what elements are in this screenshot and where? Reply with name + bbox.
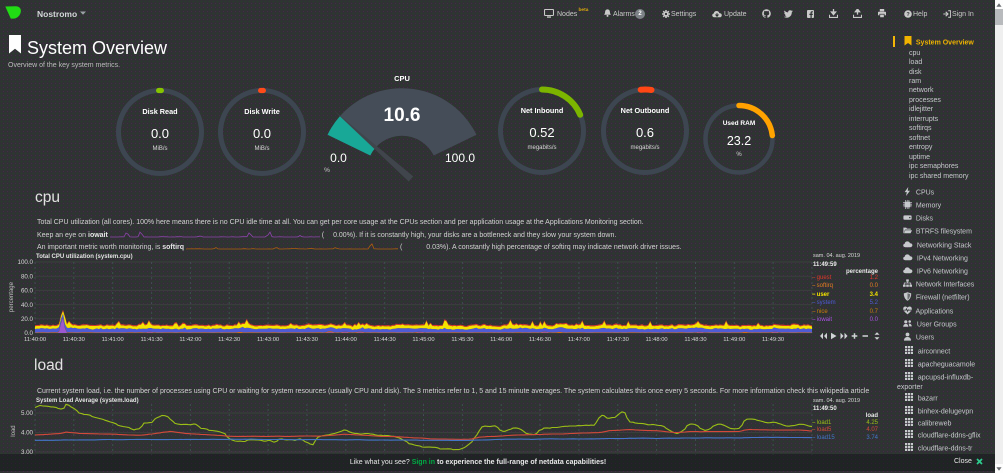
svg-text:11:40:30: 11:40:30	[63, 337, 85, 343]
svg-text:?: ?	[906, 12, 910, 18]
svg-text:80.0: 80.0	[21, 273, 34, 280]
svg-text:11:45:00: 11:45:00	[412, 337, 434, 343]
svg-text:11:47:30: 11:47:30	[607, 337, 629, 343]
svg-text:11:41:30: 11:41:30	[141, 337, 163, 343]
svg-text:11:43:30: 11:43:30	[296, 337, 318, 343]
svg-text:11:48:30: 11:48:30	[684, 337, 706, 343]
svg-text:20.0: 20.0	[21, 316, 34, 323]
svg-text:11:47:00: 11:47:00	[568, 337, 590, 343]
svg-text:11:49:30: 11:49:30	[762, 337, 784, 343]
svg-text:11:40:00: 11:40:00	[24, 337, 46, 343]
svg-text:3.00: 3.00	[21, 449, 34, 455]
svg-text:5.00: 5.00	[21, 410, 34, 417]
svg-text:11:41:00: 11:41:00	[102, 337, 124, 343]
svg-text:11:42:00: 11:42:00	[179, 337, 201, 343]
svg-text:11:44:30: 11:44:30	[374, 337, 396, 343]
svg-text:11:45:30: 11:45:30	[451, 337, 473, 343]
svg-text:4.00: 4.00	[21, 430, 34, 437]
svg-text:40.0: 40.0	[21, 302, 34, 309]
svg-text:0.0: 0.0	[24, 330, 33, 337]
svg-text:11:42:30: 11:42:30	[218, 337, 240, 343]
svg-text:60.0: 60.0	[21, 288, 34, 295]
svg-text:11:46:30: 11:46:30	[529, 337, 551, 343]
svg-text:100.0: 100.0	[18, 259, 34, 266]
svg-text:11:49:00: 11:49:00	[723, 337, 745, 343]
svg-text:11:46:00: 11:46:00	[490, 337, 512, 343]
svg-text:11:48:00: 11:48:00	[646, 337, 668, 343]
svg-text:11:43:00: 11:43:00	[257, 337, 279, 343]
svg-text:11:44:00: 11:44:00	[335, 337, 357, 343]
